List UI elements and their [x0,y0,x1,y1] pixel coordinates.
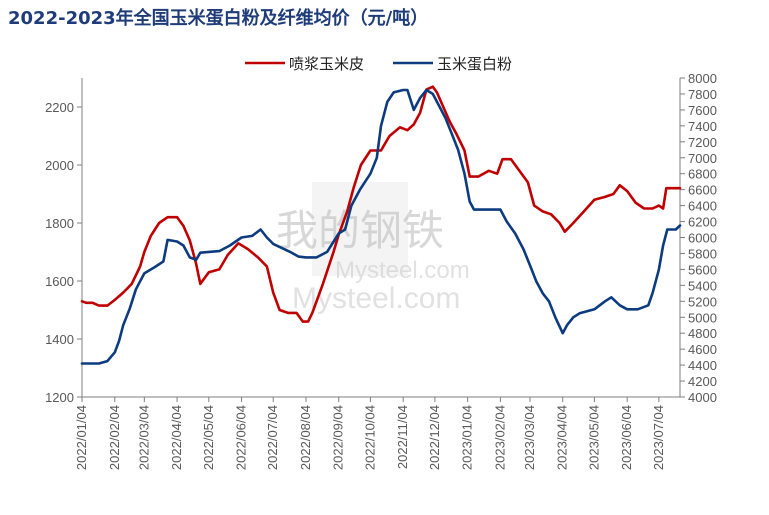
right-y-tick-label: 5400 [688,278,717,293]
x-tick-label: 2022/11/04 [395,405,410,469]
right-y-tick-label: 4200 [688,374,717,389]
x-tick-label: 2022/02/04 [107,405,122,470]
x-tick-label: 2022/04/04 [169,405,184,470]
right-y-tick-label: 6200 [688,215,717,230]
right-y-tick-label: 6400 [688,199,717,214]
left-y-tick-label: 1400 [45,332,74,347]
x-tick-label: 2023/01/04 [460,405,475,470]
watermark-logo: 我的钢铁 [276,207,444,254]
right-y-tick-label: 4400 [688,358,717,373]
x-tick-label: 2023/06/04 [619,405,634,470]
watermark: 我的钢铁 Mysteel.com Mysteel.com [276,182,470,315]
legend: 喷浆玉米皮 玉米蛋白粉 [245,55,512,73]
x-tick-label: 2023/03/04 [522,405,537,470]
watermark-text-upper: Mysteel.com [335,257,470,284]
right-y-tick-label: 5000 [688,310,717,325]
series-line-1 [80,85,682,323]
left-y-tick-label: 1600 [45,274,74,289]
x-tick-label: 2022/08/04 [298,405,313,470]
x-tick-label: 2022/06/04 [234,405,249,470]
chart-title: 2022-2023年全国玉米蛋白粉及纤维均价（元/吨） [8,8,429,29]
left-y-tick-label: 1200 [45,390,74,405]
watermark-text-lower: Mysteel.com [292,282,460,315]
x-tick-label: 2022/03/04 [136,405,151,470]
right-y-tick-label: 4600 [688,342,717,357]
right-y-tick-label: 4000 [688,390,717,405]
x-tick-label: 2023/07/04 [651,405,666,470]
right-y-tick-label: 5800 [688,246,717,261]
right-y-tick-label: 5600 [688,262,717,277]
legend-label-1: 喷浆玉米皮 [289,55,364,73]
right-y-tick-label: 7400 [688,119,717,134]
right-y-tick-label: 5200 [688,294,717,309]
legend-label-2: 玉米蛋白粉 [437,55,512,73]
x-tick-label: 2023/05/04 [586,405,601,470]
watermark-logo-box [312,182,408,276]
left-y-tick-label: 2000 [45,158,74,173]
x-tick-label: 2022/05/04 [201,405,216,470]
right-y-tick-label: 7000 [688,151,717,166]
right-y-tick-label: 7600 [688,103,717,118]
right-y-tick-label: 6800 [688,167,717,182]
x-tick-label: 2023/04/04 [555,405,570,470]
left-y-tick-label: 1800 [45,216,74,231]
right-y-tick-label: 6600 [688,183,717,198]
right-y-tick-label: 7800 [688,87,717,102]
right-y-tick-label: 6000 [688,231,717,246]
x-tick-label: 2022/07/04 [265,405,280,470]
right-y-tick-label: 4800 [688,326,717,341]
x-tick-label: 2022/09/04 [331,405,346,470]
x-tick-label: 2022/10/04 [362,405,377,470]
series-line-2 [80,88,682,365]
right-y-tick-label: 7200 [688,135,717,150]
axes: 1200 1400 1600 1800 2000 2200 4000420044004600… [45,71,717,470]
series-layer [80,85,682,365]
x-tick-label: 2023/02/04 [492,405,507,470]
x-tick-label: 2022/01/04 [74,405,89,470]
left-y-tick-label: 2200 [45,100,74,115]
x-tick-label: 2022/12/04 [427,405,442,470]
right-y-tick-label: 8000 [688,71,717,86]
